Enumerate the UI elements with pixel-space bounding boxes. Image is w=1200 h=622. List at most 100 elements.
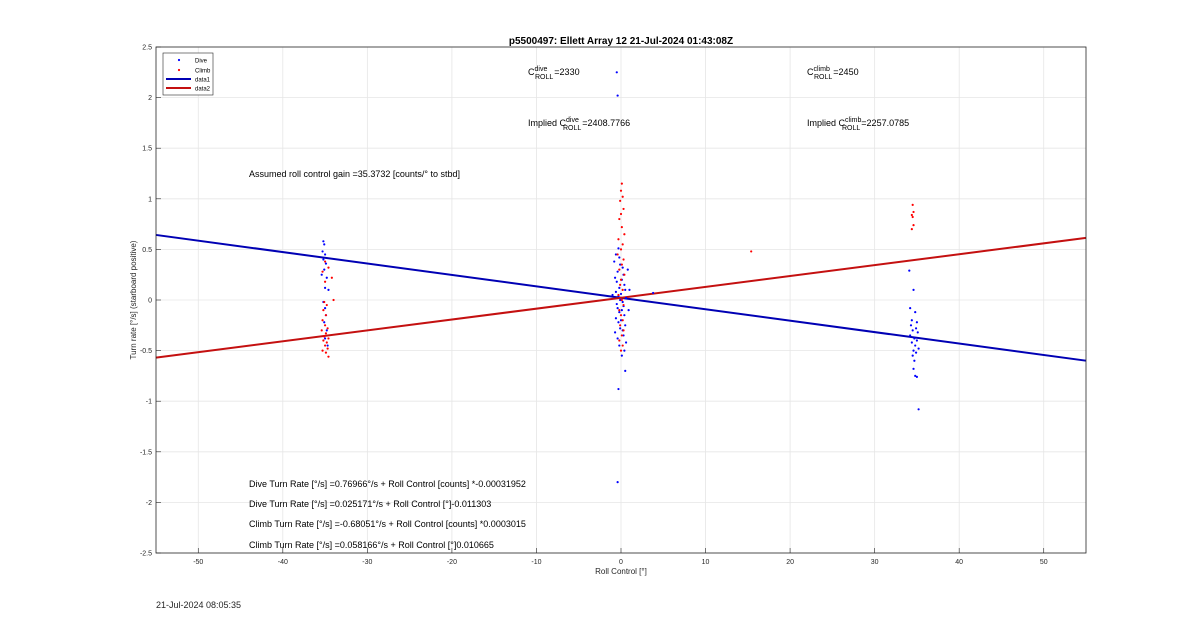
data-point-climb bbox=[621, 243, 624, 246]
data-point-dive bbox=[613, 331, 617, 334]
data-point-dive bbox=[321, 250, 324, 253]
data-point-dive bbox=[915, 375, 919, 379]
data-point-dive bbox=[325, 276, 328, 279]
x-tick-label: 30 bbox=[871, 559, 879, 566]
data-point-climb bbox=[326, 347, 329, 350]
data-point-dive bbox=[616, 94, 619, 97]
data-point-dive bbox=[623, 283, 626, 286]
data-point-dive bbox=[323, 321, 326, 324]
data-point-dive bbox=[911, 354, 914, 357]
data-point-dive bbox=[626, 268, 629, 271]
legend-label-dive: Dive bbox=[195, 59, 208, 65]
data-point-climb bbox=[622, 258, 625, 261]
data-point-climb bbox=[621, 288, 624, 291]
data-point-climb bbox=[619, 199, 622, 202]
data-point-dive bbox=[323, 286, 327, 289]
data-point-dive bbox=[323, 243, 326, 246]
y-tick-label: -1.5 bbox=[140, 449, 152, 456]
data-point-dive bbox=[910, 341, 913, 344]
data-point-dive bbox=[914, 311, 917, 314]
data-point-dive bbox=[620, 309, 623, 312]
implied-climb-value: =2257.0785 bbox=[861, 118, 909, 128]
c-roll-dive-sub: ROLL bbox=[535, 74, 553, 81]
x-tick-label: 40 bbox=[955, 559, 963, 566]
y-tick-label: 0 bbox=[148, 298, 152, 305]
data-point-climb bbox=[911, 203, 914, 206]
implied-dive-annotation: Implied Cdive ROLL=2408.7766 bbox=[528, 117, 630, 132]
data-point-climb bbox=[330, 276, 333, 279]
c-roll-climb-sub: ROLL bbox=[814, 74, 832, 81]
data-point-dive bbox=[627, 309, 630, 312]
data-point-dive bbox=[619, 298, 622, 302]
data-point-climb bbox=[617, 238, 620, 241]
data-point-dive bbox=[624, 324, 627, 327]
legend: Dive Climb data1 data2 bbox=[162, 52, 214, 96]
data-point-dive bbox=[323, 337, 327, 340]
fit-line-data2 bbox=[155, 236, 1087, 359]
data-point-dive bbox=[615, 280, 618, 283]
data-point-dive bbox=[617, 247, 620, 250]
data-point-dive bbox=[616, 270, 619, 273]
y-axis-label: Turn rate [°/s] (starboard positive) bbox=[129, 240, 138, 359]
data-point-dive bbox=[624, 369, 627, 372]
data-point-dive bbox=[327, 288, 330, 291]
data-point-climb bbox=[327, 337, 330, 340]
legend-marker-climb bbox=[177, 68, 181, 72]
data-point-dive bbox=[619, 263, 622, 266]
data-point-dive bbox=[618, 286, 621, 289]
y-tick-label: -1 bbox=[146, 399, 152, 406]
chart-title: p5500497: Ellett Array 12 21-Jul-2024 01… bbox=[509, 36, 733, 47]
y-tick-label: 0.5 bbox=[142, 247, 152, 254]
data-point-dive bbox=[908, 269, 911, 272]
dive-counts-equation: Dive Turn Rate [°/s] =0.76966°/s + Roll … bbox=[249, 479, 526, 489]
c-roll-climb-annotation: Cclimb ROLL=2450 bbox=[807, 66, 859, 81]
x-tick-label: -10 bbox=[531, 559, 541, 566]
data-point-climb bbox=[621, 344, 624, 347]
legend-marker-dive bbox=[177, 58, 181, 62]
data-point-climb bbox=[327, 266, 330, 269]
c-roll-dive-sup: dive bbox=[535, 66, 548, 73]
data-point-climb bbox=[323, 324, 327, 327]
data-point-dive bbox=[911, 329, 914, 332]
c-roll-climb-value: =2450 bbox=[833, 67, 858, 77]
data-point-climb bbox=[325, 341, 328, 344]
data-point-climb bbox=[620, 182, 623, 185]
data-point-climb bbox=[618, 339, 621, 342]
implied-climb-sub: ROLL bbox=[842, 125, 860, 132]
data-point-climb bbox=[321, 319, 324, 322]
c-roll-climb-sup: climb bbox=[814, 66, 830, 73]
data-point-dive bbox=[623, 314, 626, 317]
data-point-dive bbox=[915, 339, 919, 342]
y-tick-label: 2.5 bbox=[142, 45, 152, 52]
c-roll-dive-value: =2330 bbox=[554, 67, 579, 77]
data-point-climb bbox=[323, 280, 327, 283]
data-point-dive bbox=[914, 344, 917, 347]
data-point-climb bbox=[619, 278, 623, 281]
data-point-climb bbox=[621, 319, 624, 322]
data-point-dive bbox=[613, 260, 616, 263]
data-point-climb bbox=[322, 339, 325, 342]
c-roll-climb-base: C bbox=[807, 67, 814, 77]
climb-counts-equation: Climb Turn Rate [°/s] =-0.68051°/s + Rol… bbox=[249, 519, 526, 529]
implied-climb-sup: climb bbox=[845, 117, 861, 124]
data-point-climb bbox=[620, 298, 623, 302]
data-point-climb bbox=[618, 309, 621, 312]
data-point-dive bbox=[914, 327, 918, 330]
data-point-dive bbox=[615, 71, 618, 74]
data-points bbox=[320, 71, 920, 484]
data-point-climb bbox=[912, 210, 915, 214]
y-tick-label: 2 bbox=[148, 95, 152, 102]
climb-deg-equation: Climb Turn Rate [°/s] =0.058166°/s + Rol… bbox=[249, 540, 494, 550]
data-point-dive bbox=[914, 374, 917, 377]
legend-label-data2: data2 bbox=[195, 87, 211, 93]
data-point-climb bbox=[619, 324, 622, 327]
fit-lines bbox=[155, 233, 1087, 362]
data-point-climb bbox=[323, 260, 327, 263]
data-point-climb bbox=[620, 334, 623, 337]
implied-dive-sup: dive bbox=[566, 117, 579, 124]
x-tick-label: -20 bbox=[447, 559, 457, 566]
x-tick-label: -50 bbox=[193, 559, 203, 566]
implied-climb-annotation: Implied Cclimb ROLL=2257.0785 bbox=[807, 117, 909, 132]
data-point-dive bbox=[323, 268, 326, 271]
data-point-dive bbox=[913, 359, 916, 362]
